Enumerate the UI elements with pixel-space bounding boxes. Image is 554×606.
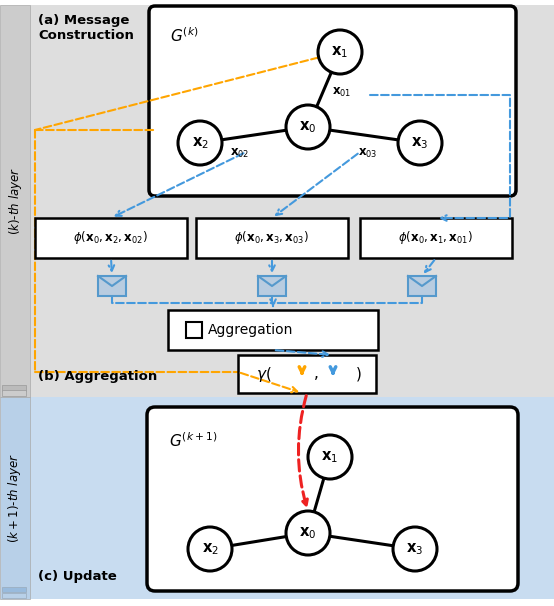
Text: Aggregation: Aggregation bbox=[208, 323, 294, 337]
Text: $\mathbf{x}_3$: $\mathbf{x}_3$ bbox=[412, 135, 429, 151]
Bar bbox=[30, 5, 554, 397]
Text: $\mathbf{x}_{01}$: $\mathbf{x}_{01}$ bbox=[332, 85, 351, 99]
Text: $\mathbf{x}_2$: $\mathbf{x}_2$ bbox=[202, 541, 218, 557]
Text: $\gamma($: $\gamma($ bbox=[256, 364, 271, 384]
Bar bbox=[2, 587, 26, 592]
Bar bbox=[0, 5, 30, 397]
Circle shape bbox=[178, 121, 222, 165]
FancyBboxPatch shape bbox=[168, 310, 378, 350]
Bar bbox=[0, 397, 30, 599]
Text: $\mathbf{x}_1$: $\mathbf{x}_1$ bbox=[331, 44, 348, 60]
Text: $(k)$-th layer: $(k)$-th layer bbox=[7, 167, 23, 235]
Bar bbox=[98, 276, 126, 296]
Text: $\phi(\mathbf{x}_0, \mathbf{x}_3, \mathbf{x}_{03})$: $\phi(\mathbf{x}_0, \mathbf{x}_3, \mathb… bbox=[234, 230, 310, 247]
Text: $G^{(k)}$: $G^{(k)}$ bbox=[170, 26, 198, 45]
Text: (a) Message
Construction: (a) Message Construction bbox=[38, 14, 134, 42]
Text: $\mathbf{x}_{03}$: $\mathbf{x}_{03}$ bbox=[358, 147, 378, 160]
FancyBboxPatch shape bbox=[149, 6, 516, 196]
Text: $\mathbf{x}_2$: $\mathbf{x}_2$ bbox=[192, 135, 208, 151]
Text: $\phi(\mathbf{x}_0, \mathbf{x}_1, \mathbf{x}_{01})$: $\phi(\mathbf{x}_0, \mathbf{x}_1, \mathb… bbox=[398, 230, 474, 247]
Circle shape bbox=[308, 435, 352, 479]
Text: $G^{(k+1)}$: $G^{(k+1)}$ bbox=[169, 431, 218, 450]
FancyBboxPatch shape bbox=[238, 355, 376, 393]
Text: $\mathbf{x}_0$: $\mathbf{x}_0$ bbox=[299, 119, 317, 135]
Text: $\mathbf{x}_0$: $\mathbf{x}_0$ bbox=[299, 525, 317, 541]
Text: (c) Update: (c) Update bbox=[38, 570, 117, 583]
Text: $\mathbf{x}_{02}$: $\mathbf{x}_{02}$ bbox=[230, 147, 250, 160]
Text: $\mathbf{x}_3$: $\mathbf{x}_3$ bbox=[407, 541, 424, 557]
Bar bbox=[2, 593, 26, 598]
FancyBboxPatch shape bbox=[360, 218, 512, 258]
FancyBboxPatch shape bbox=[147, 407, 518, 591]
Text: $\mathbf{x}_1$: $\mathbf{x}_1$ bbox=[321, 449, 338, 465]
Text: ): ) bbox=[356, 367, 362, 382]
Circle shape bbox=[393, 527, 437, 571]
Bar bbox=[186, 322, 202, 338]
Text: (b) Aggregation: (b) Aggregation bbox=[38, 370, 157, 383]
Circle shape bbox=[286, 511, 330, 555]
Bar bbox=[30, 397, 554, 599]
Bar bbox=[258, 276, 286, 296]
Bar bbox=[2, 385, 26, 391]
Text: $(k+1)$-th layer: $(k+1)$-th layer bbox=[7, 453, 23, 543]
Bar bbox=[2, 390, 26, 396]
Circle shape bbox=[286, 105, 330, 149]
Circle shape bbox=[398, 121, 442, 165]
Bar bbox=[408, 276, 436, 296]
FancyBboxPatch shape bbox=[196, 218, 348, 258]
Text: $\phi(\mathbf{x}_0, \mathbf{x}_2, \mathbf{x}_{02})$: $\phi(\mathbf{x}_0, \mathbf{x}_2, \mathb… bbox=[74, 230, 148, 247]
Text: ,: , bbox=[314, 367, 319, 382]
Circle shape bbox=[188, 527, 232, 571]
Circle shape bbox=[318, 30, 362, 74]
FancyBboxPatch shape bbox=[35, 218, 187, 258]
